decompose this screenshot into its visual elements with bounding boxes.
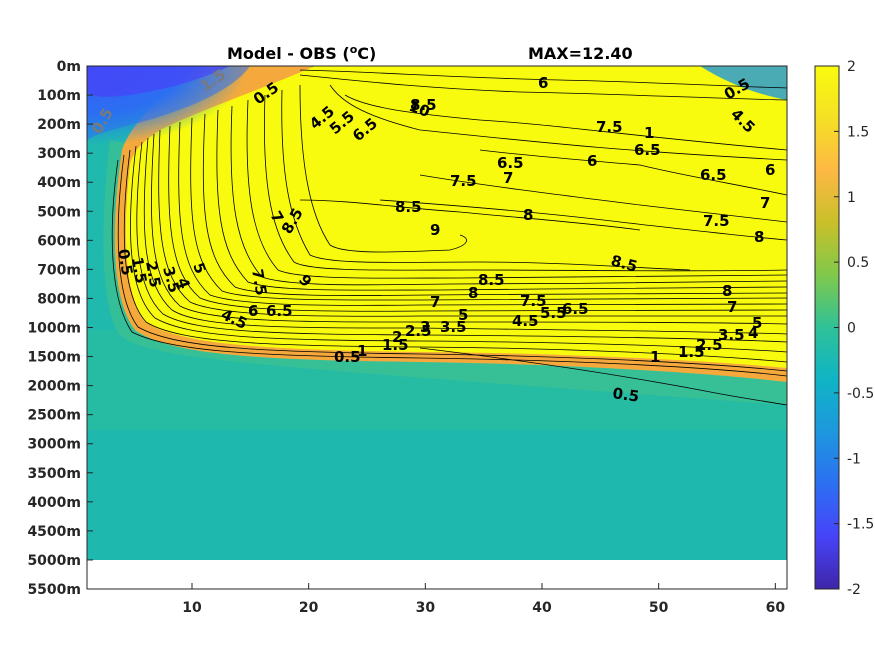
svg-text:7.5: 7.5 [703, 212, 730, 230]
colorbar-tick-label: 0 [847, 321, 856, 337]
x-tick-label: 10 [182, 600, 202, 616]
heatmap-field: 0.5 1.5 2.5 3.5 4 5 7.5 7 8.5 9 4.5 6 6.… [87, 66, 787, 589]
y-tick-label: 400m [37, 175, 81, 191]
colorbar-tick-label: -0.5 [847, 386, 874, 402]
svg-text:5: 5 [458, 306, 468, 324]
y-tick-label: 4000m [27, 495, 81, 511]
svg-text:3.5: 3.5 [718, 326, 745, 344]
y-tick-label: 2500m [27, 408, 81, 424]
y-tick-label: 5000m [27, 553, 81, 569]
y-tick-label: 5500m [27, 582, 81, 598]
colorbar-tick-label: 1 [847, 190, 856, 206]
y-tick-label: 300m [37, 146, 81, 162]
svg-text:6: 6 [538, 74, 548, 92]
svg-text:1.5: 1.5 [678, 343, 705, 361]
svg-text:7.5: 7.5 [520, 292, 547, 310]
x-tick-label: 60 [766, 600, 786, 616]
colorbar-tick-label: -1 [847, 451, 861, 467]
warm-anomaly-core [125, 66, 787, 368]
svg-text:8.5: 8.5 [395, 198, 422, 216]
colorbar-axis: 2 1.5 1 0.5 0 -0.5 -1 -1.5 -2 [834, 59, 874, 598]
x-tick-label: 20 [299, 600, 319, 616]
svg-text:3: 3 [420, 318, 430, 336]
y-tick-label: 600m [37, 233, 81, 249]
y-tick-label: 800m [37, 291, 81, 307]
y-tick-label: 700m [37, 262, 81, 278]
svg-text:2.5: 2.5 [405, 322, 432, 340]
svg-text:8: 8 [523, 206, 533, 224]
y-tick-label: 3500m [27, 466, 81, 482]
svg-text:4: 4 [748, 324, 758, 342]
svg-text:2: 2 [392, 328, 402, 346]
svg-text:8.5: 8.5 [410, 96, 437, 114]
svg-text:6: 6 [248, 302, 258, 320]
svg-text:1.5: 1.5 [382, 336, 409, 354]
y-tick-label: 100m [37, 88, 81, 104]
svg-text:6.5: 6.5 [562, 300, 589, 318]
x-tick-label: 30 [416, 600, 436, 616]
colorbar-tick-label: -1.5 [847, 517, 874, 533]
colorbar-tick-label: -2 [847, 582, 861, 598]
y-tick-label: 500m [37, 204, 81, 220]
y-tick-label: 200m [37, 117, 81, 133]
svg-text:5.5: 5.5 [540, 304, 567, 322]
contour-lines [111, 69, 787, 406]
svg-text:1.5: 1.5 [128, 256, 150, 285]
svg-text:6: 6 [587, 152, 597, 170]
svg-text:1: 1 [644, 124, 654, 142]
svg-text:6.5: 6.5 [497, 154, 524, 172]
svg-text:8: 8 [754, 228, 764, 246]
svg-text:7.5: 7.5 [450, 172, 477, 190]
svg-text:8.5: 8.5 [478, 271, 505, 289]
x-tick-label: 40 [532, 600, 552, 616]
svg-text:8: 8 [722, 282, 732, 300]
colorbar-tick-label: 1.5 [847, 124, 869, 140]
svg-text:5: 5 [752, 314, 762, 332]
svg-text:2.5: 2.5 [142, 260, 164, 289]
svg-text:8: 8 [468, 284, 478, 302]
svg-text:7.5: 7.5 [248, 268, 270, 297]
svg-text:0.5: 0.5 [334, 348, 361, 366]
svg-text:1: 1 [357, 342, 367, 360]
chart-title: Model - OBS (oC) [227, 43, 376, 63]
y-tick-label: 2000m [27, 379, 81, 395]
cold-anomaly-topright [700, 66, 787, 100]
x-axis: 10 20 30 40 50 60 [182, 583, 785, 616]
svg-text:3.5: 3.5 [440, 318, 467, 336]
colorbar-tick-label: 2 [847, 59, 856, 75]
y-tick-label: 3000m [27, 437, 81, 453]
svg-text:0.5: 0.5 [114, 248, 136, 277]
svg-text:7.5: 7.5 [596, 118, 623, 136]
svg-text:4.5: 4.5 [512, 312, 539, 330]
svg-text:7: 7 [760, 194, 770, 212]
svg-text:6.5: 6.5 [700, 166, 727, 184]
svg-text:6.5: 6.5 [266, 302, 293, 320]
x-tick-label: 50 [649, 600, 669, 616]
svg-text:6.5: 6.5 [634, 141, 661, 159]
svg-text:9: 9 [430, 221, 440, 239]
svg-text:2.5: 2.5 [696, 336, 723, 354]
colorbar-tick-label: 0.5 [847, 255, 869, 271]
svg-text:0.5: 0.5 [611, 384, 640, 406]
y-tick-label: 4500m [27, 524, 81, 540]
y-axis: 0m 100m 200m 300m 400m 500m 600m 700m 800m 1000m 1… [27, 59, 93, 598]
max-label: MAX=12.40 [528, 44, 633, 63]
svg-text:7: 7 [430, 293, 440, 311]
y-tick-label: 1500m [27, 350, 81, 366]
svg-text:6: 6 [765, 161, 775, 179]
svg-text:7: 7 [503, 169, 513, 187]
svg-text:1: 1 [650, 348, 660, 366]
y-tick-label: 0m [57, 59, 81, 75]
svg-text:7: 7 [727, 298, 737, 316]
y-tick-label: 1000m [27, 321, 81, 337]
